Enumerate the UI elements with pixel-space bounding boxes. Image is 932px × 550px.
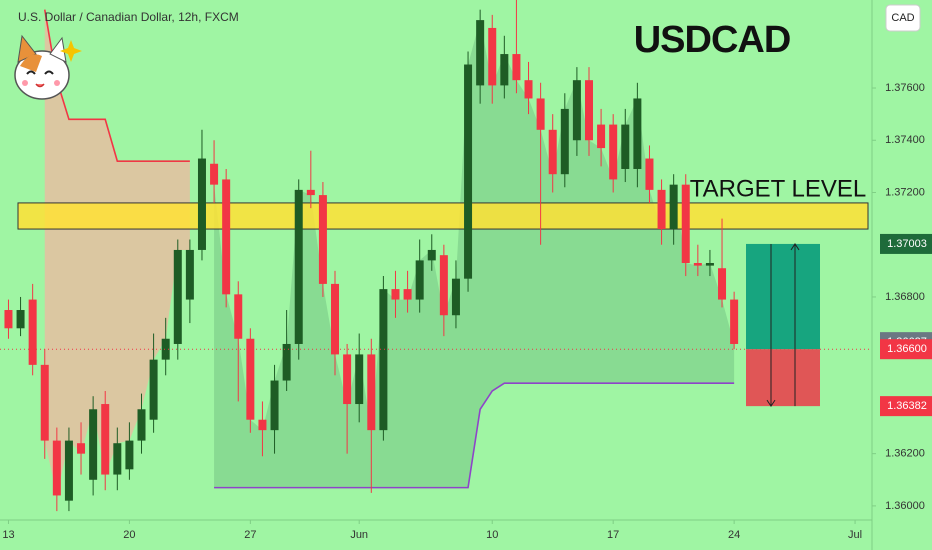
candle-body (210, 163, 219, 185)
candle-body (730, 299, 739, 344)
indicator-fill (44, 9, 190, 496)
candle-body (294, 189, 303, 344)
x-tick-label: 24 (728, 529, 740, 541)
candle-body (451, 278, 460, 316)
x-tick-label: Jun (350, 529, 368, 541)
candle-body (28, 299, 37, 365)
y-tick-label: 1.36000 (885, 500, 925, 512)
candle-body (16, 310, 25, 329)
annotation: TARGET LEVEL (690, 175, 867, 202)
candle-body (705, 263, 714, 266)
indicator-fill (214, 20, 735, 488)
candle-body (246, 338, 255, 420)
candle-body (536, 98, 545, 130)
candle-body (113, 443, 122, 475)
candle-body (270, 380, 279, 431)
candle-body (391, 289, 400, 300)
candle-body (560, 108, 569, 175)
loss-zone (746, 349, 820, 407)
currency[interactable]: CAD (891, 12, 914, 24)
candle-body (669, 184, 678, 230)
x-tick-label: 27 (244, 529, 256, 541)
y-tick-label: 1.37200 (885, 186, 925, 198)
candle-body (681, 184, 690, 264)
x-tick-label: 13 (2, 529, 14, 541)
candle-body (379, 289, 388, 431)
arrow-head (790, 243, 800, 251)
candle-body (197, 158, 206, 250)
candle-body (355, 354, 364, 405)
x-tick-label: 20 (123, 529, 135, 541)
price-label-box (880, 339, 932, 360)
candle-body (234, 294, 243, 339)
y-tick-label: 1.37600 (885, 82, 925, 94)
candle-body (282, 343, 291, 381)
target-zone (17, 202, 869, 230)
candle-body (597, 124, 606, 149)
candle-body (149, 359, 158, 420)
candle-body (64, 440, 73, 501)
x-tick-label: 10 (486, 529, 498, 541)
price-label-box (880, 396, 932, 417)
indicator-line (43, 9, 190, 162)
candle-body (512, 54, 521, 81)
price-label-box (880, 233, 932, 254)
currency-box[interactable] (885, 4, 921, 32)
candle-body (173, 249, 182, 344)
candle-body (367, 354, 376, 431)
candle-body (584, 80, 593, 141)
candle-body (89, 409, 98, 480)
x-tick-label: 17 (607, 529, 619, 541)
candle-body (633, 98, 642, 169)
candle-body (125, 440, 134, 470)
candle-body (464, 64, 473, 279)
candle-body (657, 189, 666, 230)
plot (0, 0, 872, 512)
y-tick-label: 1.36200 (885, 448, 925, 460)
candle-body (306, 189, 315, 196)
candle-body (77, 443, 86, 454)
candle-body (427, 249, 436, 261)
y-tick-label: 1.36800 (885, 291, 925, 303)
candle-body (524, 80, 533, 99)
indicator-line (214, 382, 735, 489)
candle-body (258, 419, 267, 431)
arrow-head (766, 399, 776, 408)
candle-body (403, 289, 412, 300)
candle-body (40, 364, 49, 441)
candle-body (500, 54, 509, 86)
profit-zone (746, 243, 820, 350)
candle-body (488, 27, 497, 86)
price-label: 1.36600 (887, 343, 927, 355)
candle-body (185, 249, 194, 300)
candle-body (318, 195, 327, 284)
chart-title: USDCAD (634, 19, 791, 61)
candle-body (439, 255, 448, 316)
candle-body (161, 338, 170, 360)
price-label: 1.37003 (887, 238, 927, 250)
candle-body (137, 409, 146, 441)
candle-body (718, 268, 727, 300)
candle-body (693, 263, 702, 266)
price-label: 1.36382 (887, 400, 927, 412)
candle-body (4, 310, 13, 329)
candle-body (52, 440, 61, 496)
chart-subtitle: U.S. Dollar / Canadian Dollar, 12h, FXCM (18, 10, 239, 24)
x-tick-label: Jul (848, 529, 862, 541)
candle-body (101, 404, 110, 475)
candle-body (343, 354, 352, 405)
mascot (14, 34, 82, 100)
y-tick-label: 1.37400 (885, 134, 925, 146)
candle-body (621, 124, 630, 169)
candle-body (476, 20, 485, 86)
candle-body (572, 80, 581, 141)
candle-body (222, 179, 231, 295)
candle-body (331, 283, 340, 355)
candle-body (609, 124, 618, 180)
candle-body (548, 129, 557, 175)
candle-body (645, 158, 654, 190)
candle-body (415, 260, 424, 300)
